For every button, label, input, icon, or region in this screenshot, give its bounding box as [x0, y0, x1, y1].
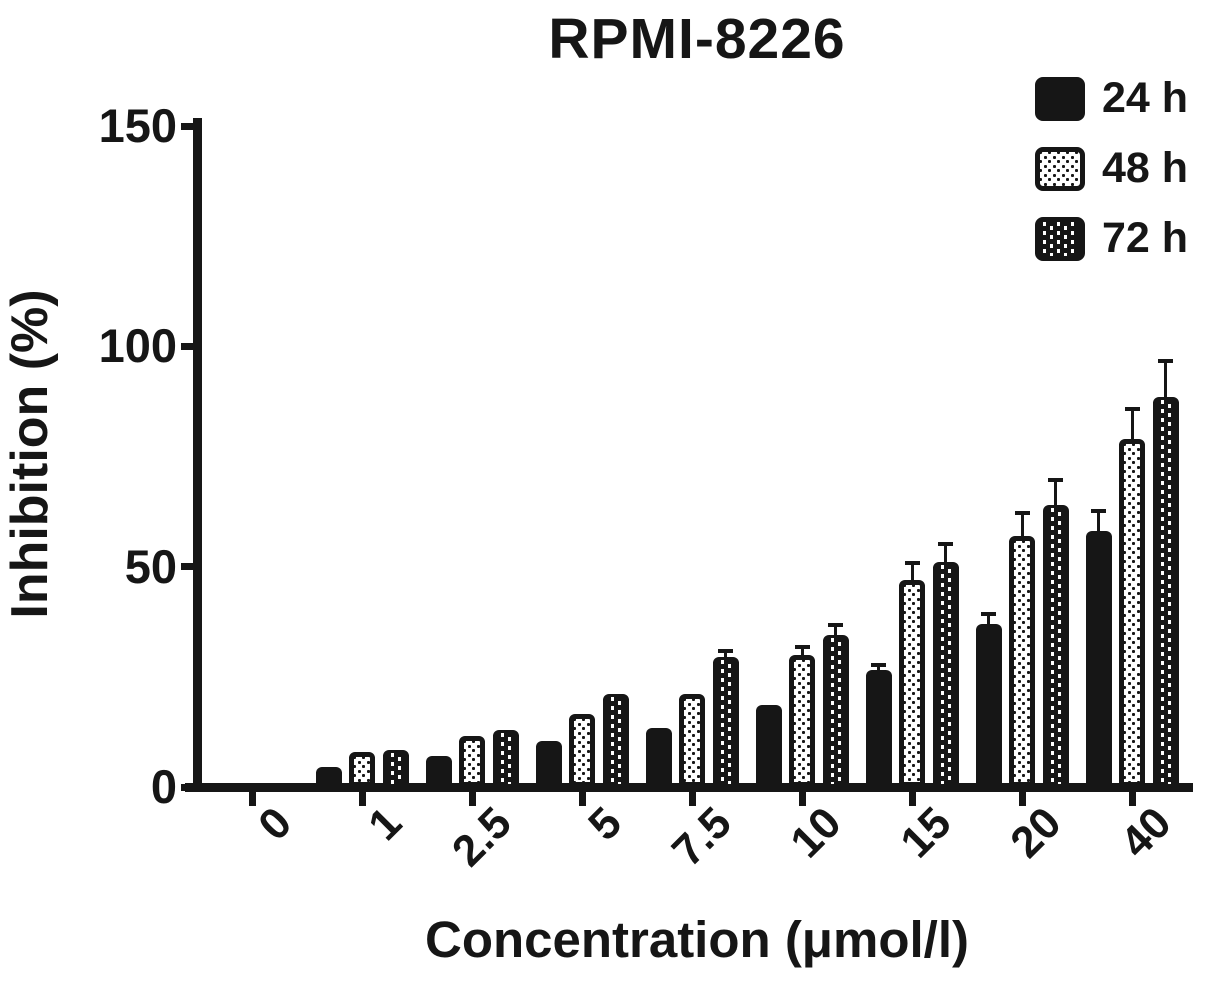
- y-tick-label-0: 0: [150, 760, 177, 813]
- x-tick-label-1: 1: [358, 798, 411, 850]
- x-tick-0: [248, 792, 256, 806]
- x-tick-1: [358, 792, 366, 806]
- bar-48h-10: [789, 654, 815, 787]
- error-bar-48h-15: [910, 564, 914, 580]
- error-cap-48h-15: [904, 561, 920, 566]
- legend-row-48h: 48 h: [1035, 144, 1188, 193]
- bar-24h-15: [865, 670, 892, 787]
- error-cap-72h-7.5: [718, 648, 733, 653]
- x-tick-20: [1018, 792, 1026, 806]
- bar-48h-5: [569, 714, 595, 787]
- error-cap-24h-15: [871, 662, 886, 667]
- bar-72h-40: [1152, 397, 1179, 787]
- bar-72h-20: [1042, 504, 1069, 787]
- x-tick-2.5: [468, 792, 476, 806]
- error-cap-24h-20: [981, 612, 996, 617]
- legend-row-24h: 24 h: [1035, 74, 1188, 123]
- x-tick-7.5: [688, 792, 696, 806]
- x-tick-label-10: 10: [781, 798, 851, 868]
- y-tick-label-50: 50: [124, 539, 177, 593]
- bar-72h-7.5: [712, 657, 739, 787]
- error-bar-48h-20: [1020, 513, 1024, 536]
- y-axis-line: [193, 118, 202, 792]
- error-bar-72h-40: [1164, 361, 1167, 397]
- x-tick-label-7.5: 7.5: [662, 798, 741, 876]
- bar-24h-2.5: [425, 756, 452, 787]
- bar-24h-7.5: [645, 727, 672, 787]
- error-bar-48h-40: [1130, 410, 1134, 439]
- bar-48h-20: [1009, 535, 1035, 787]
- y-tick-0: [181, 783, 195, 791]
- error-cap-72h-10: [828, 623, 843, 628]
- bar-72h-1: [382, 749, 409, 787]
- chart-title: RPMI-8226: [548, 7, 846, 71]
- bar-48h-15: [899, 579, 925, 787]
- y-tick-150: [181, 122, 195, 130]
- x-tick-15: [908, 792, 916, 806]
- error-cap-24h-40: [1091, 508, 1106, 513]
- legend-row-72h: 72 h: [1035, 214, 1188, 263]
- legend-swatch-dots: [1035, 146, 1085, 191]
- x-axis-line: [185, 783, 1193, 792]
- x-tick-label-40: 40: [1111, 798, 1181, 868]
- legend: 24 h 48 h 72 h: [1035, 74, 1188, 263]
- error-bar-72h-7.5: [724, 651, 727, 657]
- error-bar-24h-15: [877, 665, 880, 671]
- bar-72h-15: [932, 562, 959, 787]
- x-tick-label-5: 5: [578, 798, 631, 850]
- y-tick-label-100: 100: [98, 319, 177, 373]
- legend-swatch-solid: [1035, 76, 1085, 121]
- bar-24h-10: [755, 705, 782, 787]
- bar-24h-5: [535, 740, 562, 787]
- legend-swatch-bricks: [1035, 216, 1085, 261]
- x-tick-label-0: 0: [248, 798, 301, 850]
- y-tick-100: [181, 342, 195, 350]
- x-tick-40: [1128, 792, 1136, 806]
- error-bar-24h-20: [987, 615, 990, 624]
- bar-48h-7.5: [679, 694, 705, 787]
- bar-72h-5: [602, 694, 629, 787]
- bar-24h-20: [975, 623, 1002, 787]
- x-tick-label-15: 15: [891, 798, 961, 868]
- bar-48h-40: [1119, 438, 1145, 787]
- error-cap-72h-20: [1048, 477, 1063, 482]
- x-axis-title: Concentration (μmol/l): [424, 911, 970, 968]
- legend-label-48h: 48 h: [1102, 144, 1189, 192]
- error-cap-72h-15: [938, 541, 953, 546]
- error-bar-24h-40: [1097, 511, 1100, 532]
- x-tick-5: [578, 792, 586, 806]
- x-tick-10: [798, 792, 806, 806]
- legend-label-24h: 24 h: [1102, 74, 1189, 122]
- error-cap-48h-40: [1124, 407, 1140, 412]
- y-axis-title: Inhibition (%): [1, 289, 59, 619]
- error-bar-48h-10: [800, 648, 804, 655]
- error-bar-72h-10: [834, 626, 837, 635]
- bar-24h-40: [1085, 531, 1112, 787]
- bar-72h-2.5: [492, 729, 519, 787]
- bar-48h-1: [349, 751, 375, 787]
- error-cap-48h-20: [1014, 510, 1030, 515]
- bar-48h-2.5: [459, 736, 485, 787]
- error-bar-72h-15: [944, 544, 947, 563]
- legend-label-72h: 72 h: [1102, 214, 1189, 262]
- bar-24h-1: [315, 767, 342, 787]
- error-cap-48h-10: [794, 645, 810, 650]
- x-tick-label-20: 20: [1001, 798, 1071, 868]
- y-tick-50: [181, 563, 195, 571]
- error-bar-72h-20: [1054, 480, 1057, 505]
- x-tick-label-2.5: 2.5: [442, 798, 521, 876]
- y-tick-label-150: 150: [98, 99, 177, 152]
- error-cap-72h-40: [1158, 358, 1173, 363]
- bar-72h-10: [822, 634, 849, 787]
